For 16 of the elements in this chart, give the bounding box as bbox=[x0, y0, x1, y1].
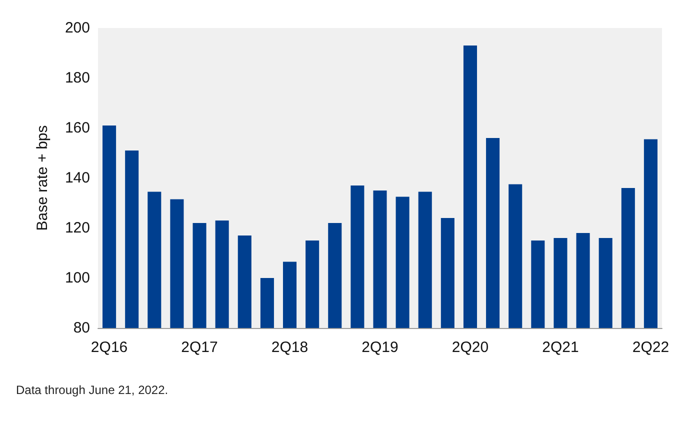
x-tick-label: 2Q16 bbox=[90, 339, 128, 356]
y-tick-label: 140 bbox=[64, 170, 90, 186]
x-tick-label: 2Q18 bbox=[271, 339, 308, 356]
x-tick-label: 2Q17 bbox=[181, 339, 218, 356]
x-tick-label: 2Q20 bbox=[452, 339, 489, 356]
x-tick-label: 2Q22 bbox=[632, 339, 670, 356]
x-tick-label: 2Q19 bbox=[362, 339, 398, 356]
text: Data through June 21, 2022. bbox=[16, 383, 168, 397]
y-tick-label: 80 bbox=[73, 320, 90, 336]
y-tick-label: 120 bbox=[64, 220, 90, 236]
y-tick-label: 200 bbox=[64, 20, 90, 36]
x-tick-label: 2Q21 bbox=[542, 339, 579, 356]
y-tick-label: 160 bbox=[64, 120, 90, 136]
y-tick-label: 100 bbox=[64, 270, 90, 286]
y-axis-title: Base rate + bps bbox=[34, 125, 51, 231]
y-tick-label: 180 bbox=[64, 70, 90, 86]
